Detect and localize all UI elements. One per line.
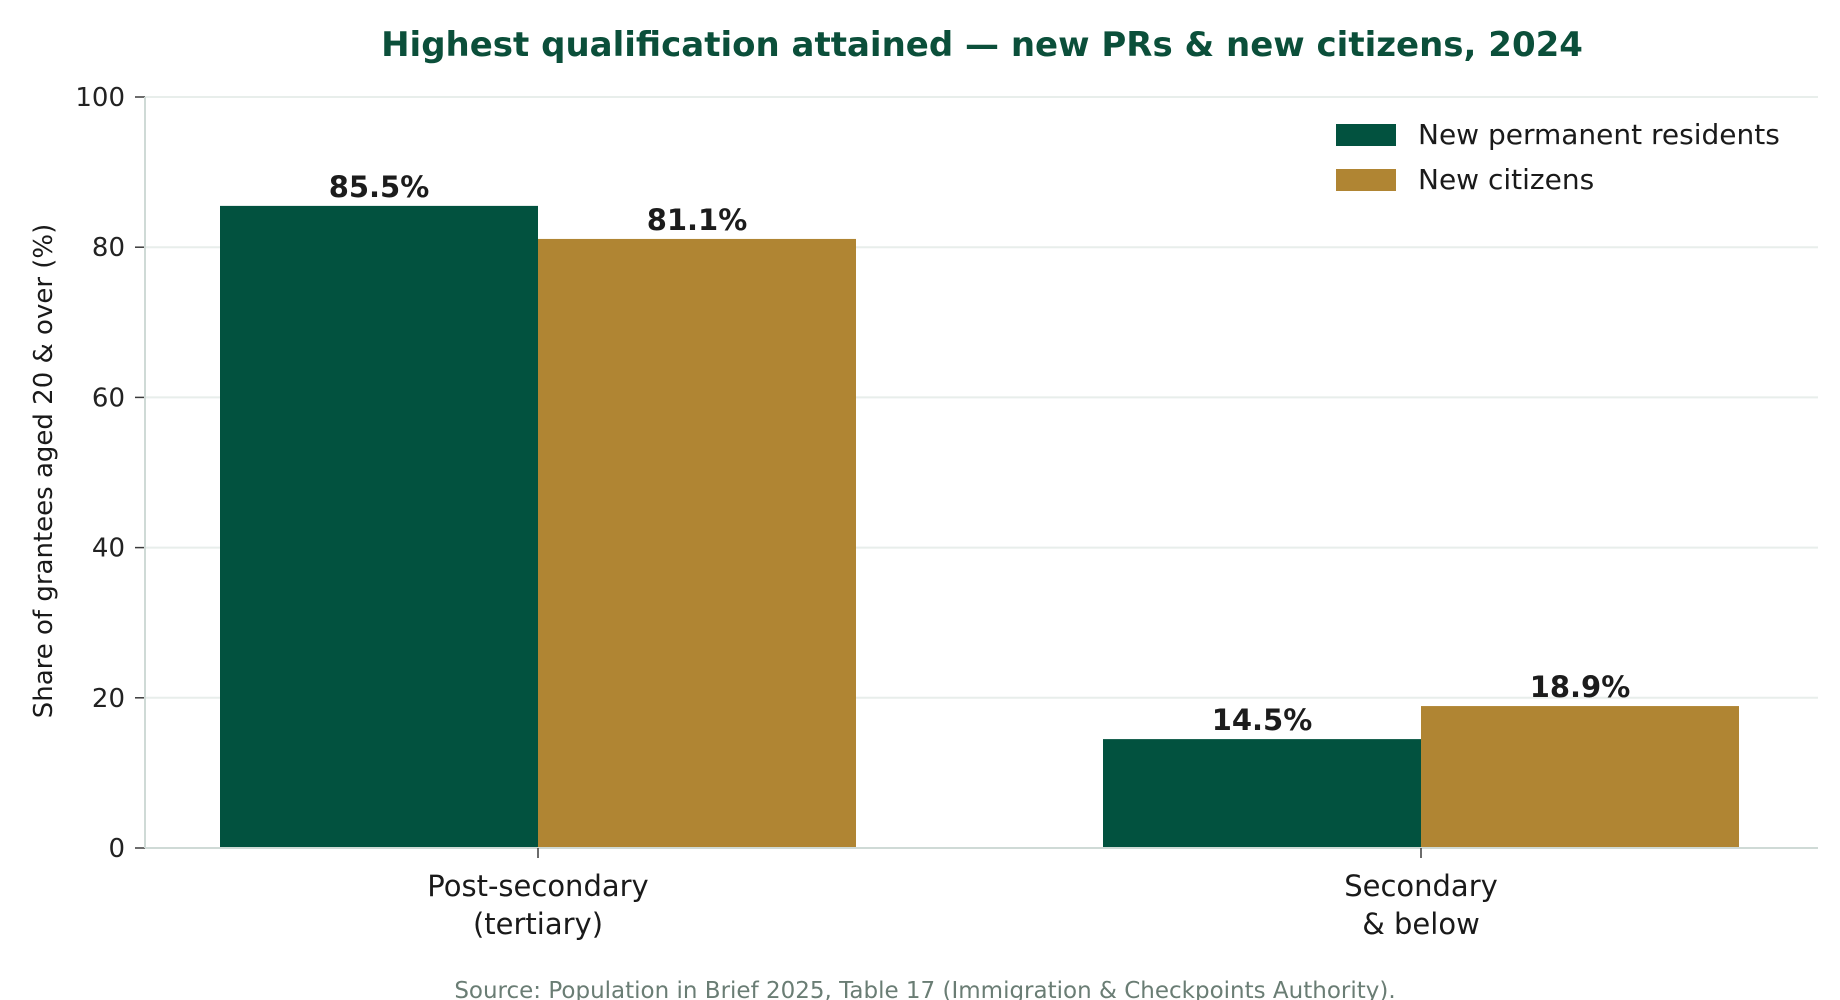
source-note: Source: Population in Brief 2025, Table … [454, 978, 1395, 1000]
x-category-label: Secondary [1344, 869, 1498, 903]
x-category-label: Post-secondary [427, 869, 648, 903]
data-label: 18.9% [1530, 670, 1631, 704]
legend-swatch [1336, 124, 1396, 146]
axes: 0 20 40 60 80 100 Post-secondary (tertiary) Seco… [75, 83, 1818, 941]
y-axis-title: Share of grantees aged 20 & over (%) [29, 224, 59, 719]
data-label: 85.5% [329, 170, 430, 204]
bars [220, 205, 1739, 849]
y-tick-label: 20 [92, 684, 125, 714]
y-tick-label: 100 [75, 83, 125, 113]
bar-new-permanent-residents [1103, 739, 1421, 848]
x-category-label: (tertiary) [473, 907, 603, 941]
legend-label: New citizens [1418, 163, 1594, 196]
bar-new-citizens [538, 238, 856, 849]
legend-label: New permanent residents [1418, 118, 1780, 151]
y-tick-label: 80 [92, 233, 125, 263]
bar-new-permanent-residents [220, 205, 538, 848]
data-label: 81.1% [647, 203, 748, 237]
data-label: 14.5% [1212, 703, 1313, 737]
x-category-label: & below [1362, 907, 1480, 941]
y-tick-label: 60 [92, 383, 125, 413]
y-tick-label: 0 [108, 834, 125, 864]
data-labels: 85.5% 81.1% 14.5% 18.9% [329, 170, 1631, 737]
bar-new-citizens [1421, 706, 1739, 848]
legend: New permanent residents New citizens [1336, 118, 1780, 196]
legend-swatch [1336, 169, 1396, 191]
chart-title: Highest qualification attained — new PRs… [381, 25, 1583, 65]
y-tick-label: 40 [92, 534, 125, 564]
